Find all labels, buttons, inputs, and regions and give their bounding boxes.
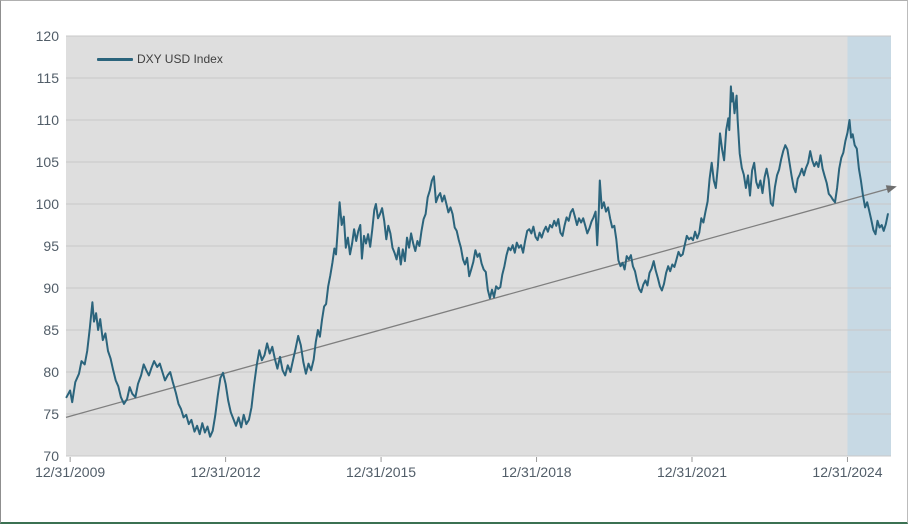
x-axis-label: 12/31/2015 [346,464,417,480]
y-axis-label-80: 80 [43,364,59,380]
y-axis-label-110: 110 [36,112,59,128]
x-axis-label: 12/31/2024 [812,464,883,480]
y-axis-label-85: 85 [43,322,59,338]
x-axis-label: 12/31/2021 [656,464,728,480]
y-axis-label-100: 100 [35,196,59,212]
x-axis-label: 12/31/2012 [190,464,261,480]
x-axis-label: 12/31/2009 [35,464,106,480]
dxy-line-series [65,85,889,438]
legend: DXY USD Index [97,52,223,66]
trend-arrow-line [65,187,892,418]
y-axis-label-105: 105 [35,154,59,170]
y-axis-label-120: 120 [35,28,59,44]
y-axis-label-95: 95 [43,238,59,254]
y-axis-label-70: 70 [43,448,59,464]
y-axis-label-90: 90 [43,280,59,296]
y-axis-label-115: 115 [36,70,59,86]
trend-arrowhead [885,185,897,194]
legend-series-label: DXY USD Index [137,52,223,66]
y-axis-label-75: 75 [43,406,59,422]
legend-line-swatch [97,57,133,61]
x-axis-label: 12/31/2018 [501,464,572,480]
